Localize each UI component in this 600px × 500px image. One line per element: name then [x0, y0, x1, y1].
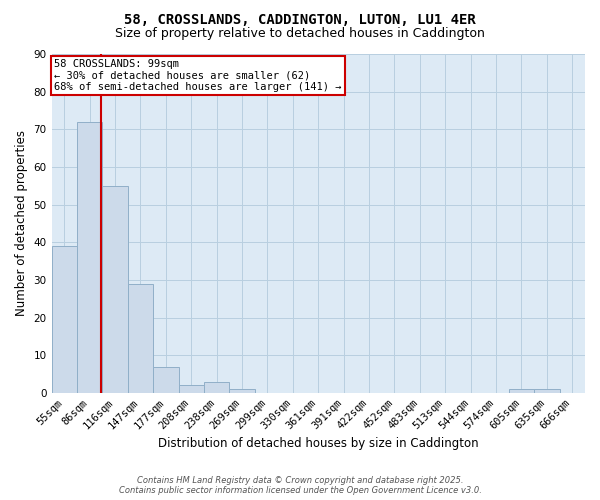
Text: Size of property relative to detached houses in Caddington: Size of property relative to detached ho… — [115, 28, 485, 40]
Text: 58 CROSSLANDS: 99sqm
← 30% of detached houses are smaller (62)
68% of semi-detac: 58 CROSSLANDS: 99sqm ← 30% of detached h… — [54, 59, 342, 92]
Bar — [509, 389, 534, 393]
Bar — [52, 246, 77, 393]
Bar — [534, 389, 560, 393]
Y-axis label: Number of detached properties: Number of detached properties — [15, 130, 28, 316]
Bar — [204, 382, 229, 393]
Bar — [128, 284, 153, 393]
Bar — [179, 386, 204, 393]
X-axis label: Distribution of detached houses by size in Caddington: Distribution of detached houses by size … — [158, 437, 479, 450]
Text: 58, CROSSLANDS, CADDINGTON, LUTON, LU1 4ER: 58, CROSSLANDS, CADDINGTON, LUTON, LU1 4… — [124, 12, 476, 26]
Text: Contains HM Land Registry data © Crown copyright and database right 2025.
Contai: Contains HM Land Registry data © Crown c… — [119, 476, 481, 495]
Bar — [103, 186, 128, 393]
Bar — [77, 122, 103, 393]
Bar — [153, 366, 179, 393]
Bar — [229, 389, 255, 393]
